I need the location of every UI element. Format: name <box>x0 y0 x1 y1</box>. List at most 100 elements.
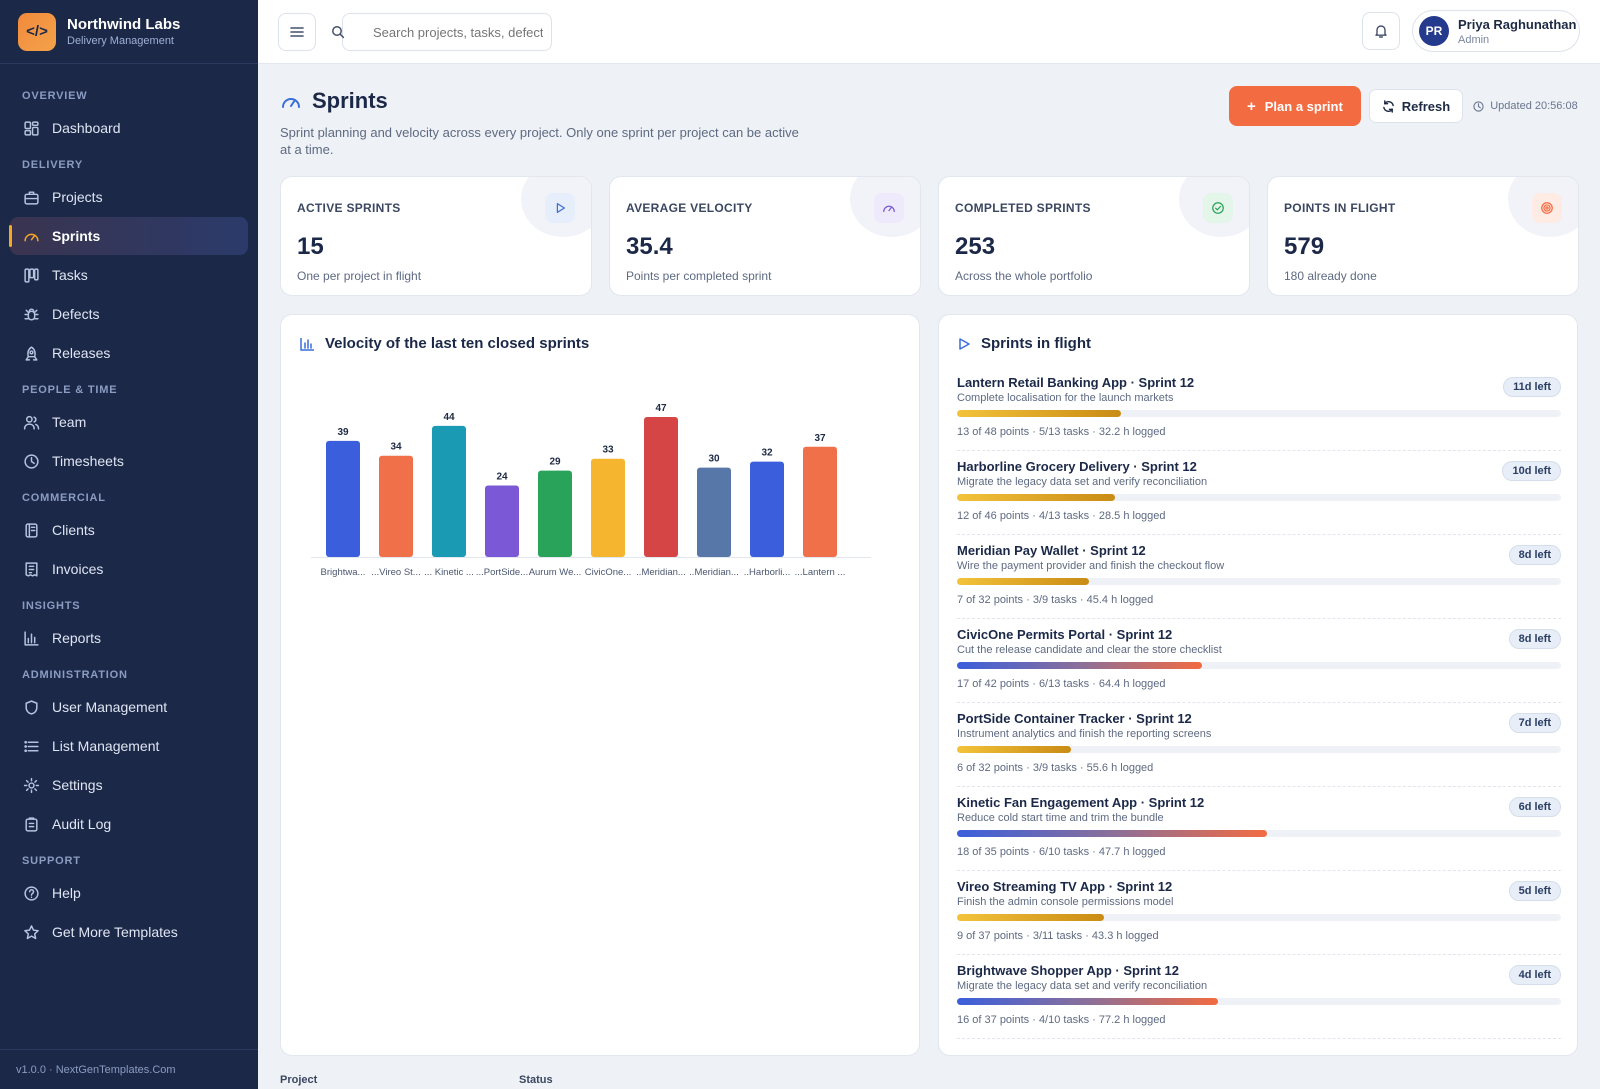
sidebar-item-tasks[interactable]: Tasks <box>10 256 248 294</box>
sidebar-item-releases[interactable]: Releases <box>10 334 248 372</box>
sidebar-item-defects[interactable]: Defects <box>10 295 248 333</box>
sprint-name[interactable]: Meridian Pay Wallet · Sprint 12 <box>957 543 1146 558</box>
sidebar-item-list-management[interactable]: List Management <box>10 727 248 765</box>
sidebar-item-label: Get More Templates <box>52 924 178 940</box>
sidebar-item-label: Invoices <box>52 561 104 577</box>
sidebar-item-projects[interactable]: Projects <box>10 178 248 216</box>
velocity-panel: Velocity of the last ten closed sprints … <box>280 314 920 1056</box>
bell-icon <box>1375 25 1387 38</box>
x-tick-label: ...Lantern ... <box>795 567 846 578</box>
gauge-icon <box>22 227 40 245</box>
sprint-name[interactable]: PortSide Container Tracker · Sprint 12 <box>957 711 1192 726</box>
bar-value-label: 47 <box>655 403 667 414</box>
sprint-progress-track <box>957 662 1561 669</box>
play-icon <box>957 337 971 351</box>
sidebar-item-dashboard[interactable]: Dashboard <box>10 109 248 147</box>
refresh-icon <box>1382 99 1394 113</box>
sidebar-item-team[interactable]: Team <box>10 403 248 441</box>
sprint-name[interactable]: CivicOne Permits Portal · Sprint 12 <box>957 627 1173 642</box>
sidebar-item-timesheets[interactable]: Timesheets <box>10 442 248 480</box>
sprint-progress-track <box>957 998 1561 1005</box>
kpi-card: POINTS IN FLIGHT 579 180 already done <box>1267 176 1579 296</box>
sidebar-item-sprints[interactable]: Sprints <box>9 217 248 255</box>
nav-section-label: SUPPORT <box>22 855 81 867</box>
brand-subtitle: Delivery Management <box>67 35 174 47</box>
plan-sprint-label: Plan a sprint <box>1264 98 1343 114</box>
bar-4[interactable] <box>538 470 572 557</box>
sprint-meta: 16 of 37 points · 4/10 tasks · 77.2 h lo… <box>957 1014 1166 1026</box>
user-menu[interactable]: PR Priya Raghunathan Admin <box>1412 10 1580 52</box>
sprint-row[interactable]: PortSide Container Tracker · Sprint 12 In… <box>957 703 1561 787</box>
sprint-name[interactable]: Brightwave Shopper App · Sprint 12 <box>957 963 1179 978</box>
sidebar-item-get-more-templates[interactable]: Get More Templates <box>10 913 248 951</box>
kpi-value: 35.4 <box>626 233 673 260</box>
notifications-button[interactable] <box>1362 12 1400 50</box>
nav-section-label: DELIVERY <box>22 159 84 171</box>
kpi-subtitle: One per project in flight <box>297 269 422 283</box>
sprint-name[interactable]: Harborline Grocery Delivery · Sprint 12 <box>957 459 1197 474</box>
bar-8[interactable] <box>750 461 784 557</box>
kpi-label: ACTIVE SPRINTS <box>297 201 401 215</box>
sprint-name[interactable]: Vireo Streaming TV App · Sprint 12 <box>957 879 1173 894</box>
briefcase-icon <box>22 188 40 206</box>
menu-button[interactable] <box>278 13 316 51</box>
brand[interactable]: </> Northwind Labs Delivery Management <box>0 0 258 64</box>
x-tick-label: ...Vireo St... <box>371 567 420 578</box>
bar-5[interactable] <box>591 458 625 557</box>
sidebar-item-label: Reports <box>52 630 102 646</box>
plus-icon: + <box>1247 97 1256 115</box>
sidebar-item-clients[interactable]: Clients <box>10 511 248 549</box>
dashboard-icon <box>22 119 40 137</box>
search-icon <box>332 26 345 39</box>
sidebar-item-reports[interactable]: Reports <box>10 619 248 657</box>
sprint-row[interactable]: Brightwave Shopper App · Sprint 12 Migrat… <box>957 955 1561 1039</box>
invoice-icon <box>22 560 40 578</box>
bar-1[interactable] <box>379 455 413 557</box>
sprint-row[interactable]: Kinetic Fan Engagement App · Sprint 12 Re… <box>957 787 1561 871</box>
sprint-meta: 17 of 42 points · 6/13 tasks · 64.4 h lo… <box>957 678 1166 690</box>
sprint-meta: 7 of 32 points · 3/9 tasks · 45.4 h logg… <box>957 594 1154 606</box>
topbar: PR Priya Raghunathan Admin <box>258 0 1600 64</box>
sprint-name[interactable]: Lantern Retail Banking App · Sprint 12 <box>957 375 1195 390</box>
refresh-button[interactable]: Refresh <box>1368 89 1464 123</box>
search-input[interactable] <box>373 24 543 40</box>
days-left-badge: 10d left <box>1502 461 1561 481</box>
nav-section-label: PEOPLE & TIME <box>22 384 118 396</box>
sprint-row[interactable]: CivicOne Permits Portal · Sprint 12 Cut t… <box>957 619 1561 703</box>
sprint-row[interactable]: Meridian Pay Wallet · Sprint 12 Wire the … <box>957 535 1561 619</box>
bar-chart-icon <box>22 629 40 647</box>
bar-6[interactable] <box>644 417 678 557</box>
bar-0[interactable] <box>326 440 360 557</box>
bar-9[interactable] <box>803 446 837 557</box>
contacts-icon <box>22 521 40 539</box>
sidebar-item-label: Defects <box>52 306 100 322</box>
bar-2[interactable] <box>432 425 466 557</box>
sprint-row[interactable]: Vireo Streaming TV App · Sprint 12 Finish… <box>957 871 1561 955</box>
sidebar-item-user-management[interactable]: User Management <box>10 688 248 726</box>
sprint-meta: 6 of 32 points · 3/9 tasks · 55.6 h logg… <box>957 762 1154 774</box>
sprint-row[interactable]: Lantern Retail Banking App · Sprint 12 Co… <box>957 367 1561 451</box>
bar-value-label: 44 <box>443 412 455 423</box>
plan-sprint-button[interactable]: + Plan a sprint <box>1229 86 1361 126</box>
search-box[interactable] <box>332 13 552 51</box>
sprint-goal: Instrument analytics and finish the repo… <box>957 728 1212 740</box>
kpi-value: 579 <box>1284 233 1325 260</box>
sidebar-item-audit-log[interactable]: Audit Log <box>10 805 248 843</box>
sidebar-item-help[interactable]: Help <box>10 874 248 912</box>
sidebar-item-label: Tasks <box>52 267 88 283</box>
sprint-row[interactable]: Harborline Grocery Delivery · Sprint 12 M… <box>957 451 1561 535</box>
kpi-subtitle: Points per completed sprint <box>626 269 772 283</box>
bar-7[interactable] <box>697 467 731 557</box>
sprint-progress-track <box>957 410 1561 417</box>
bar-value-label: 24 <box>496 472 508 483</box>
bar-3[interactable] <box>485 485 519 557</box>
sprint-goal: Migrate the legacy data set and verify r… <box>957 980 1208 992</box>
sprint-name[interactable]: Kinetic Fan Engagement App · Sprint 12 <box>957 795 1205 810</box>
sidebar-item-invoices[interactable]: Invoices <box>10 550 248 588</box>
sprint-goal: Wire the payment provider and finish the… <box>957 560 1225 572</box>
sidebar-item-label: Releases <box>52 345 111 361</box>
velocity-chart: 39 Brightwa... 34 ...Vireo St... 44 ... Kinet… <box>311 403 871 578</box>
kpi-value: 15 <box>297 233 324 260</box>
sidebar-item-label: Sprints <box>52 228 101 244</box>
sidebar-item-settings[interactable]: Settings <box>10 766 248 804</box>
